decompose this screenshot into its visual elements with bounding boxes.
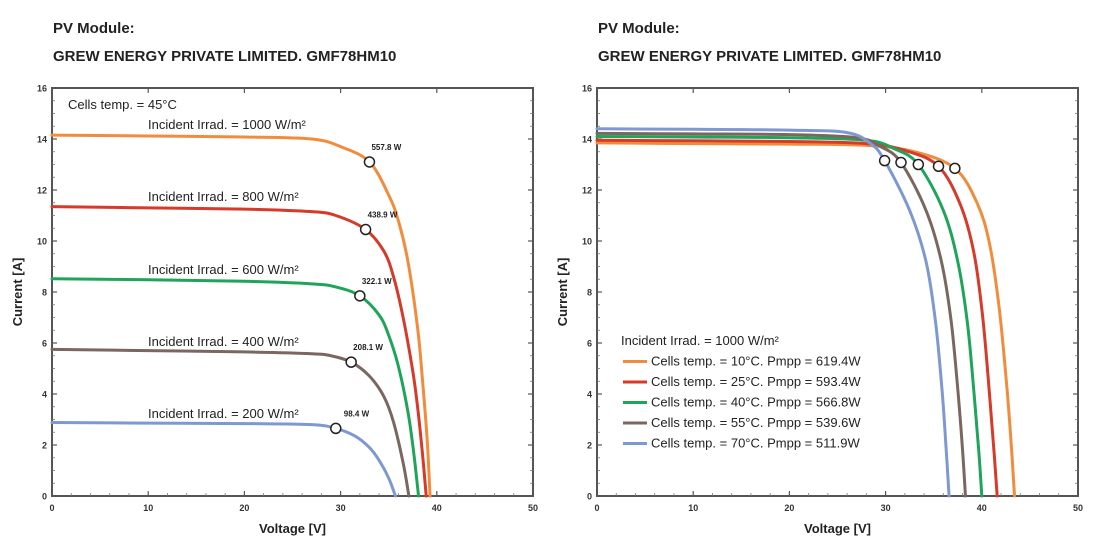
chart-title-line1: PV Module: [598,20,680,37]
mpp-marker [363,156,376,168]
x-tick-label: 40 [432,503,442,513]
y-tick-label: 4 [587,390,592,400]
y-tick-label: 0 [42,492,47,502]
y-tick-label: 8 [42,288,47,298]
mpp-power-label: 557.8 W [371,143,401,152]
mpp-marker [878,154,891,167]
x-tick-label: 50 [528,503,538,513]
series-label: Incident Irrad. = 200 W/m² [148,406,299,421]
legend-title: Incident Irrad. = 1000 W/m² [621,333,780,348]
x-tick-label: 40 [977,503,987,513]
y-axis-label: Current [A] [555,258,570,327]
series-line [50,421,397,498]
iv-curve-chart-irradiance: 0 10 20 30 40 50 0 2 4 6 8 10 12 14 16 Voltage [V] Curre… [10,84,538,537]
chart-title-line1: PV Module: [53,20,135,37]
x-tick-label: 50 [1073,503,1083,513]
chart-title-line2: GREW ENERGY PRIVATE LIMITED. GMF78HM10 [53,48,397,65]
legend-entry: Cells temp. = 25°C. Pmpp = 593.4W [651,374,861,389]
series-label: Incident Irrad. = 400 W/m² [148,334,299,349]
mpp-power-label: 208.1 W [353,343,383,352]
y-tick-label: 12 [37,186,47,196]
mpp-marker [359,223,372,236]
x-axis-label: Voltage [V] [804,521,871,536]
y-tick-label: 2 [587,441,592,451]
x-tick-label: 10 [688,503,698,513]
legend-entry: Cells temp. = 70°C. Pmpp = 511.9W [651,436,860,451]
y-tick-label: 14 [37,135,47,145]
y-tick-label: 12 [582,186,592,196]
series-line [595,134,984,498]
chart-panel-irradiance: PV Module: GREW ENERGY PRIVATE LIMITED. … [0,0,545,537]
legend-entry: Cells temp. = 55°C. Pmpp = 539.6W [651,415,861,430]
series-label: Incident Irrad. = 800 W/m² [148,189,299,204]
x-tick-label: 10 [143,503,153,513]
y-tick-label: 10 [37,237,47,247]
series-line [50,277,421,498]
plot-frame [51,87,534,497]
y-tick-label: 0 [587,492,592,502]
y-tick-label: 6 [587,339,592,349]
mpp-marker [330,422,342,435]
x-tick-label: 0 [594,503,599,513]
mpp-marker [932,160,945,173]
y-tick-label: 16 [37,84,47,94]
mpp-power-label: 322.1 W [362,277,392,286]
series-line [595,127,951,498]
mpp-marker [912,158,925,171]
iv-curve-chart-temperature: 0 10 20 30 40 50 0 2 4 6 8 10 12 14 16 Voltage [V] Curre… [555,84,1083,537]
y-tick-label: 6 [42,339,47,349]
y-tick-label: 2 [42,441,47,451]
legend-entry: Cells temp. = 40°C. Pmpp = 566.8W [651,395,861,410]
mpp-power-label: 438.9 W [368,211,398,220]
mpp-marker [354,290,366,302]
series-line [595,141,1017,498]
y-tick-label: 8 [587,288,592,298]
chart-title-line2: GREW ENERGY PRIVATE LIMITED. GMF78HM10 [598,48,942,65]
series-label: Incident Irrad. = 1000 W/m² [148,117,307,132]
mpp-marker [895,156,907,169]
y-tick-label: 4 [42,390,47,400]
x-tick-label: 30 [881,503,891,513]
mpp-power-label: 98.4 W [344,409,370,418]
series-line [50,205,428,498]
y-tick-label: 16 [582,84,592,94]
legend: Incident Irrad. = 1000 W/m² Cells temp. =… [621,333,861,451]
x-tick-label: 20 [239,503,249,513]
mpp-marker [949,162,961,175]
y-tick-label: 10 [582,237,592,247]
series-line [595,131,967,498]
y-axis-label: Current [A] [10,258,25,327]
series-label: Incident Irrad. = 600 W/m² [148,262,299,277]
x-tick-label: 0 [49,503,54,513]
mpp-marker [345,356,357,368]
series-line [595,138,999,498]
x-tick-label: 30 [336,503,346,513]
chart-panel-temperature: PV Module: GREW ENERGY PRIVATE LIMITED. … [545,0,1090,537]
y-tick-label: 14 [582,135,592,145]
legend-entry: Cells temp. = 10°C. Pmpp = 619.4W [651,354,861,369]
series-line [50,133,432,498]
x-axis-label: Voltage [V] [259,521,326,536]
x-tick-label: 20 [784,503,794,513]
cells-temp-annotation: Cells temp. = 45°C [68,97,177,112]
